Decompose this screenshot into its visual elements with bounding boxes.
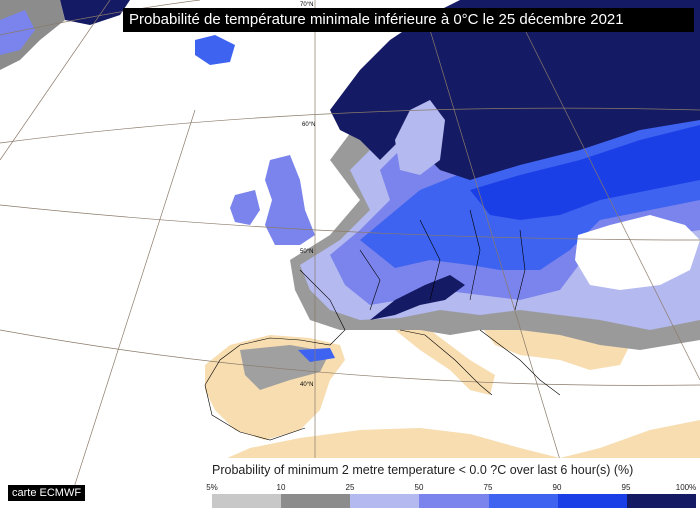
- europe-90pct-region: [470, 125, 700, 220]
- legend-swatch: [419, 494, 489, 508]
- country-borders: [204, 209, 561, 441]
- baltic-sea: [395, 100, 445, 175]
- coastline-europe: [204, 269, 346, 441]
- border-2: [419, 219, 441, 301]
- legend: Probability of minimum 2 metre temperatu…: [190, 458, 700, 508]
- legend-tick: 5%: [206, 483, 218, 492]
- credit-label: carte ECMWF: [8, 485, 86, 501]
- legend-swatch: [212, 494, 282, 508]
- border-1: [359, 249, 381, 311]
- legend-title: Probability of minimum 2 metre temperatu…: [212, 463, 634, 477]
- legend-tick: 90: [552, 483, 562, 492]
- lat-label-50: 50°N: [300, 249, 313, 255]
- iceland-region: [195, 35, 235, 65]
- parallel-50: [0, 204, 700, 241]
- meridian-4: [429, 29, 561, 461]
- legend-tick: 50: [414, 483, 424, 492]
- lat-label-40: 40°N: [300, 382, 313, 388]
- legend-tick: 75: [483, 483, 493, 492]
- iberia-blue-spot: [298, 348, 335, 362]
- lat-label-70: 70°N: [300, 2, 313, 8]
- italy-region: [395, 330, 495, 395]
- greenland-inner-region: [0, 10, 35, 55]
- lat-label-60: 60°N: [302, 122, 315, 128]
- meridian-5: [519, 19, 700, 381]
- border-3: [469, 209, 481, 301]
- border-4: [514, 229, 526, 311]
- legend-swatch: [350, 494, 420, 508]
- legend-swatch: [557, 494, 627, 508]
- legend-tick: 95: [621, 483, 631, 492]
- great-britain-region: [265, 155, 315, 245]
- alps-region: [370, 275, 465, 320]
- meridian-1: [0, 0, 111, 161]
- coastline-balkans: [479, 329, 561, 396]
- legend-swatch: [626, 494, 696, 508]
- greenland-region: [60, 0, 130, 25]
- legend-swatch: [488, 494, 558, 508]
- legend-tick: 25: [345, 483, 355, 492]
- legend-tick: 10: [276, 483, 286, 492]
- legend-tick: 100%: [675, 483, 697, 492]
- black-sea: [575, 215, 700, 290]
- meridian-6: [0, 0, 201, 36]
- ireland-region: [230, 190, 260, 225]
- meridian-2: [69, 109, 196, 501]
- balkans-region: [480, 318, 630, 370]
- legend-swatch: [281, 494, 351, 508]
- coastline-italy: [399, 329, 493, 396]
- parallel-40: [0, 329, 700, 386]
- parallel-60: [0, 107, 700, 144]
- map-title: Probabilité de température minimale infé…: [123, 8, 694, 32]
- legend-color-bar: [212, 494, 696, 508]
